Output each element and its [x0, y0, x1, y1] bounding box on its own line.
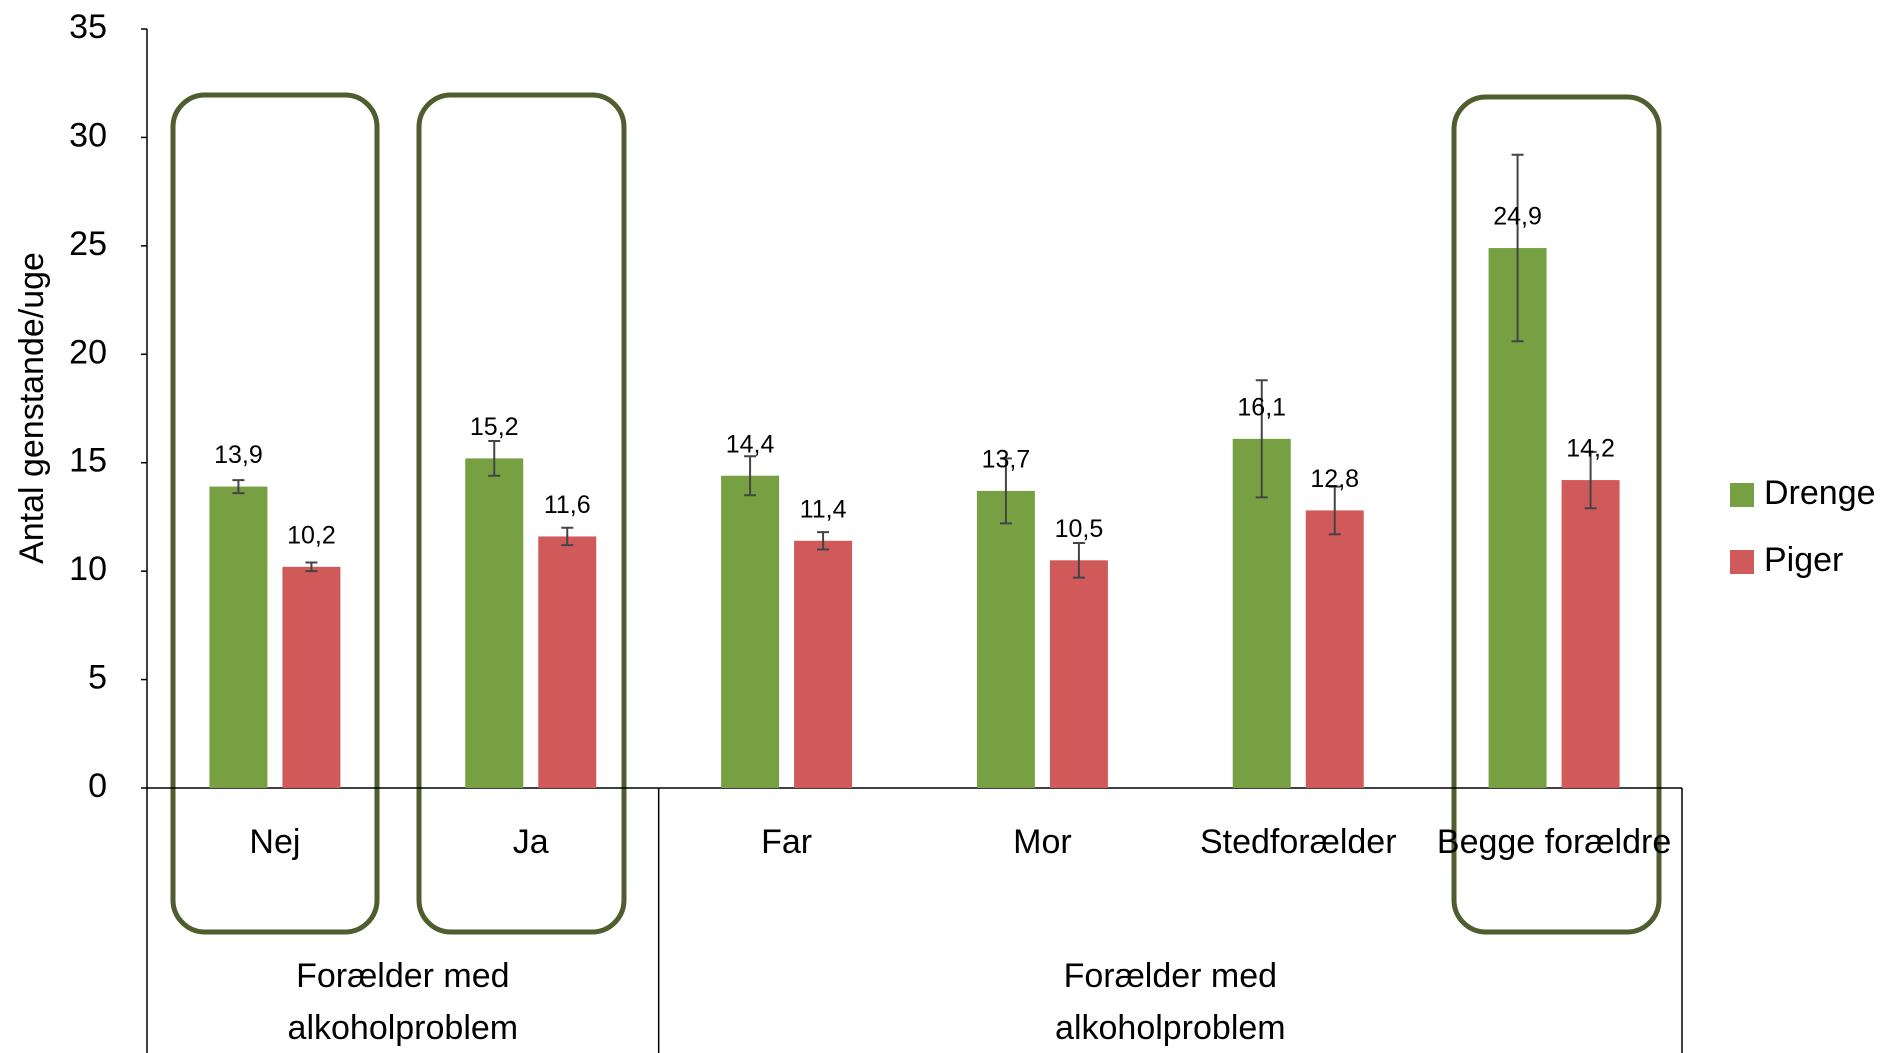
error-bar [1255, 379, 1268, 499]
bar [465, 458, 524, 788]
error-bar [1328, 485, 1341, 536]
error-bar [1072, 541, 1085, 579]
data-label: 10,2 [287, 521, 336, 549]
error-bar [488, 440, 501, 477]
highlight-box [170, 92, 380, 935]
data-label: 14,2 [1566, 435, 1615, 463]
data-label: 11,6 [544, 491, 591, 519]
x-tick-label: Begge forældre [1436, 823, 1672, 861]
legend-label: Drenge [1764, 474, 1876, 512]
error-bar [305, 561, 318, 573]
error-bar [999, 457, 1012, 525]
highlight-box [416, 92, 627, 935]
y-axis-title: Antal genstande/uge [13, 252, 51, 564]
data-label: 13,7 [982, 446, 1031, 474]
data-label: 24,9 [1493, 203, 1542, 231]
x-tick-label: Nej [249, 823, 301, 861]
y-tick-label: 20 [69, 333, 107, 371]
legend-swatch [1730, 550, 1754, 574]
y-tick-label: 30 [69, 116, 107, 154]
error-bar [744, 455, 757, 497]
highlight-box [1451, 94, 1662, 935]
x-tick-label: Mor [1013, 823, 1072, 861]
error-bar [232, 479, 245, 495]
y-tick-label: 0 [88, 767, 107, 805]
data-label: 12,8 [1310, 465, 1359, 493]
data-label: 15,2 [470, 413, 519, 441]
bar [721, 475, 780, 788]
legend-swatch [1730, 483, 1754, 507]
data-label: 14,4 [726, 430, 775, 458]
group-label: Forælder med alkoholproblem [287, 957, 519, 1047]
data-label: 11,4 [800, 495, 847, 523]
bar [1561, 480, 1620, 788]
group-label: Forælder med alkoholproblem [1055, 957, 1286, 1047]
y-tick-label: 5 [88, 659, 107, 697]
legend-label: Piger [1764, 541, 1843, 579]
error-bar [561, 526, 574, 547]
bar [976, 490, 1035, 788]
y-tick-label: 10 [69, 550, 107, 588]
data-label: 13,9 [214, 441, 263, 469]
bar [794, 540, 853, 788]
y-tick-label: 15 [69, 442, 107, 480]
y-tick-label: 25 [69, 225, 107, 263]
data-label: 10,5 [1055, 515, 1104, 543]
y-tick-label: 35 [69, 8, 107, 46]
bar [209, 486, 268, 788]
bar [1049, 560, 1108, 788]
error-bar [817, 531, 830, 551]
data-label: 16,1 [1237, 393, 1286, 421]
bar [282, 566, 341, 788]
bar [538, 536, 597, 788]
x-tick-label: Ja [512, 823, 549, 861]
error-bar [1511, 153, 1524, 343]
bar [1305, 510, 1364, 788]
x-tick-label: Far [761, 823, 813, 861]
x-tick-label: Stedforælder [1199, 823, 1397, 861]
error-bar [1584, 450, 1597, 510]
